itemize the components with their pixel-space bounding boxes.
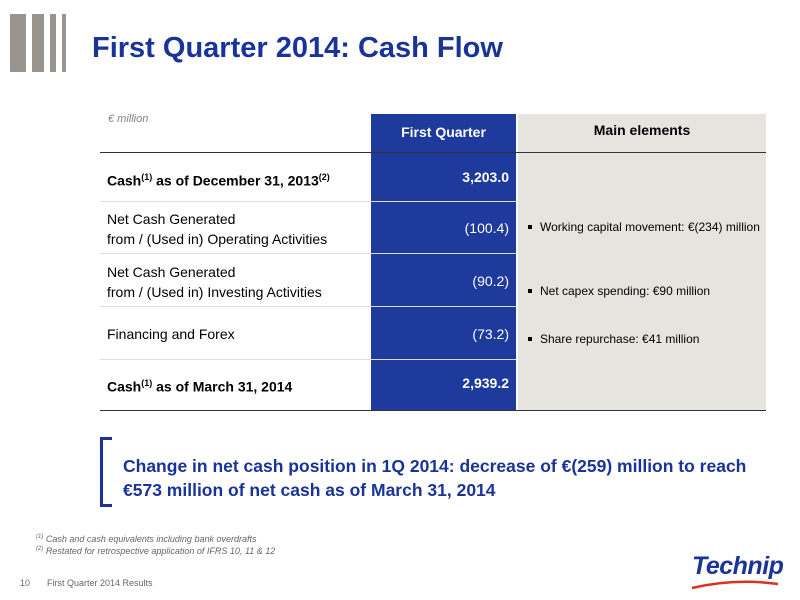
first-quarter-column xyxy=(371,114,516,411)
header-main-elements: Main elements xyxy=(593,122,691,138)
row-label-financing: Financing and Forex xyxy=(107,326,235,342)
footer-text: First Quarter 2014 Results xyxy=(47,578,153,588)
table-bottom-border xyxy=(100,410,766,411)
page-title: First Quarter 2014: Cash Flow xyxy=(92,32,503,64)
row-value-operating: (100.4) xyxy=(464,220,509,236)
page-number: 10 xyxy=(20,578,31,588)
row-value-cash-end: 2,939.2 xyxy=(462,375,509,391)
header-first-quarter: First Quarter xyxy=(401,124,486,140)
bracket-icon xyxy=(100,437,112,507)
decorative-bars xyxy=(10,14,72,72)
footnote-1: (1) Cash and cash equivalents including … xyxy=(36,534,257,544)
bullet-working-capital: Working capital movement: €(234) million xyxy=(528,219,760,235)
bullet-share-repurchase: Share repurchase: €41 million xyxy=(528,331,760,347)
row-value-investing: (90.2) xyxy=(472,273,509,289)
row-divider xyxy=(100,306,516,307)
bullet-square-icon xyxy=(528,337,532,341)
row-label-operating: Net Cash Generated from / (Used in) Opera… xyxy=(107,211,328,247)
bullet-net-capex: Net capex spending: €90 million xyxy=(528,283,760,299)
bullet-square-icon xyxy=(528,289,532,293)
row-divider xyxy=(100,201,516,202)
bullet-square-icon xyxy=(528,225,532,229)
row-label-cash-start: Cash(1) as of December 31, 2013(2) xyxy=(107,172,330,189)
row-value-cash-start: 3,203.0 xyxy=(462,169,509,185)
technip-logo: Technip xyxy=(692,552,784,580)
logo-swoosh-icon xyxy=(691,580,779,590)
row-divider xyxy=(100,253,516,254)
row-divider xyxy=(100,359,516,360)
row-label-cash-end: Cash(1) as of March 31, 2014 xyxy=(107,378,293,395)
footnote-2: (2) Restated for retrospective applicati… xyxy=(36,546,276,556)
unit-label: € million xyxy=(108,113,149,125)
main-elements-column xyxy=(518,114,766,411)
row-value-financing: (73.2) xyxy=(472,326,509,342)
table-header-divider xyxy=(100,152,766,153)
row-label-investing: Net Cash Generated from / (Used in) Inves… xyxy=(107,264,322,300)
key-takeaway: Change in net cash position in 1Q 2014: … xyxy=(123,456,747,500)
